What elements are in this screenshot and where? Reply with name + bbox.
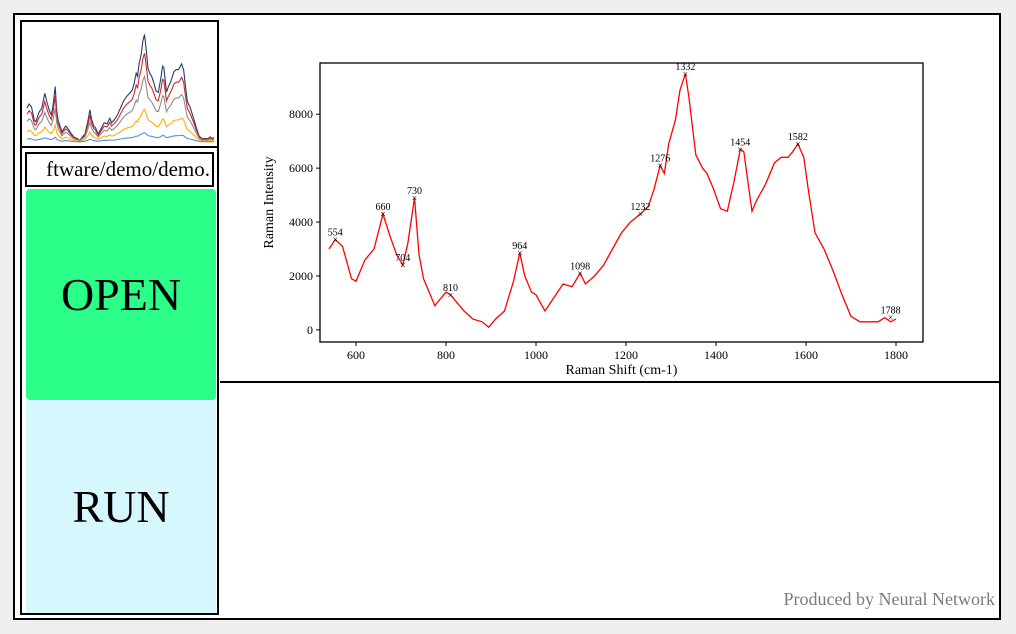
y-axis-label: Raman Intensity [262, 156, 277, 248]
y-tick-label: 8000 [289, 107, 313, 121]
peak-marker: × [517, 249, 523, 260]
peak-label: 1276 [650, 153, 670, 164]
peak-label: 1454 [730, 137, 750, 148]
thumbnail-series-line [26, 53, 215, 142]
x-tick-label: 1200 [614, 348, 638, 362]
thumbnail-series-line [26, 74, 215, 142]
y-tick-label: 0 [307, 323, 313, 337]
peak-marker: × [448, 290, 454, 301]
peak-marker: × [380, 209, 386, 220]
thumbnail-series-line [26, 132, 215, 143]
x-tick-label: 800 [437, 348, 455, 362]
x-tick-label: 1600 [794, 348, 818, 362]
peak-label: 1232 [630, 202, 650, 213]
app-window: ftware/demo/demo. OPEN RUN 600 800 1000 120… [13, 13, 1001, 620]
peak-label: 1582 [788, 132, 808, 143]
plot-frame [319, 62, 924, 343]
run-button[interactable]: RUN [26, 400, 216, 613]
peak-label: 660 [376, 202, 391, 213]
peak-marker: × [657, 161, 663, 172]
peak-label: 1788 [881, 306, 901, 317]
output-area: Produced by Neural Network [220, 383, 999, 618]
x-tick-label: 600 [347, 348, 365, 362]
y-tick-label: 2000 [289, 269, 313, 283]
credit-text: Produced by Neural Network [783, 589, 995, 609]
peak-label: 554 [328, 228, 343, 239]
peak-marker: × [888, 313, 894, 324]
x-tick-label: 1800 [884, 348, 908, 362]
thumbnail-series-line [26, 108, 215, 143]
y-tick-label: 6000 [289, 161, 313, 175]
raman-spectrum-chart: 600 800 1000 1200 1400 1600 1800 0 2000 4000 6000 8… [262, 62, 924, 378]
peak-label: 704 [395, 253, 410, 264]
peak-marker: × [400, 261, 406, 272]
peak-marker: × [412, 193, 418, 204]
spectrum-thumbnail [26, 34, 215, 143]
x-tick-label: 1400 [704, 348, 728, 362]
sidebar: ftware/demo/demo. OPEN RUN [20, 20, 219, 615]
peak-marker: × [332, 235, 338, 246]
file-path-field[interactable]: ftware/demo/demo. [25, 152, 214, 187]
x-tick-label: 1000 [524, 348, 548, 362]
open-button[interactable]: OPEN [26, 189, 216, 400]
peak-label: 1098 [570, 261, 590, 272]
peak-label: 730 [407, 186, 422, 197]
peak-marker: × [795, 139, 801, 150]
peak-label: 964 [512, 241, 527, 252]
peak-marker: × [638, 209, 644, 220]
peak-label: 810 [443, 283, 458, 294]
x-axis-label: Raman Shift (cm-1) [566, 363, 678, 378]
y-tick-label: 4000 [289, 215, 313, 229]
sidebar-divider [22, 146, 217, 148]
peak-marker: × [737, 145, 743, 156]
panel-divider [220, 381, 999, 383]
file-path-text: ftware/demo/demo. [46, 157, 210, 181]
spectrum-line [328, 73, 897, 329]
peak-marker: × [683, 69, 689, 80]
peak-marker: × [577, 269, 583, 280]
peak-label: 1332 [675, 62, 695, 73]
